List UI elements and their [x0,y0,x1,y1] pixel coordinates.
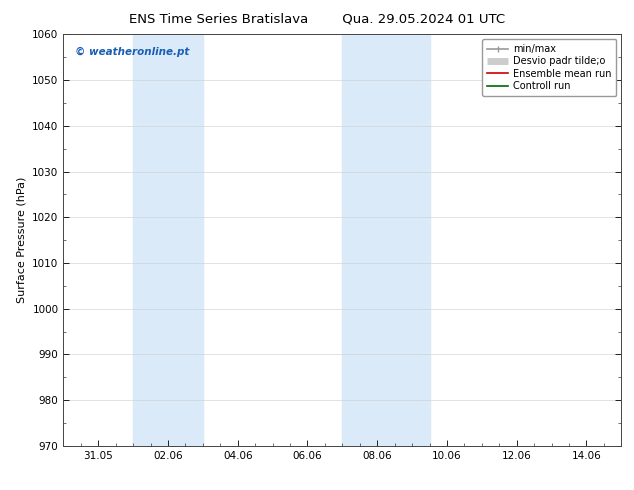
Legend: min/max, Desvio padr tilde;o, Ensemble mean run, Controll run: min/max, Desvio padr tilde;o, Ensemble m… [482,39,616,96]
Bar [342,34,430,446]
Y-axis label: Surface Pressure (hPa): Surface Pressure (hPa) [16,177,27,303]
Text: © weatheronline.pt: © weatheronline.pt [75,47,189,57]
Bar [133,34,203,446]
Text: ENS Time Series Bratislava        Qua. 29.05.2024 01 UTC: ENS Time Series Bratislava Qua. 29.05.20… [129,12,505,25]
